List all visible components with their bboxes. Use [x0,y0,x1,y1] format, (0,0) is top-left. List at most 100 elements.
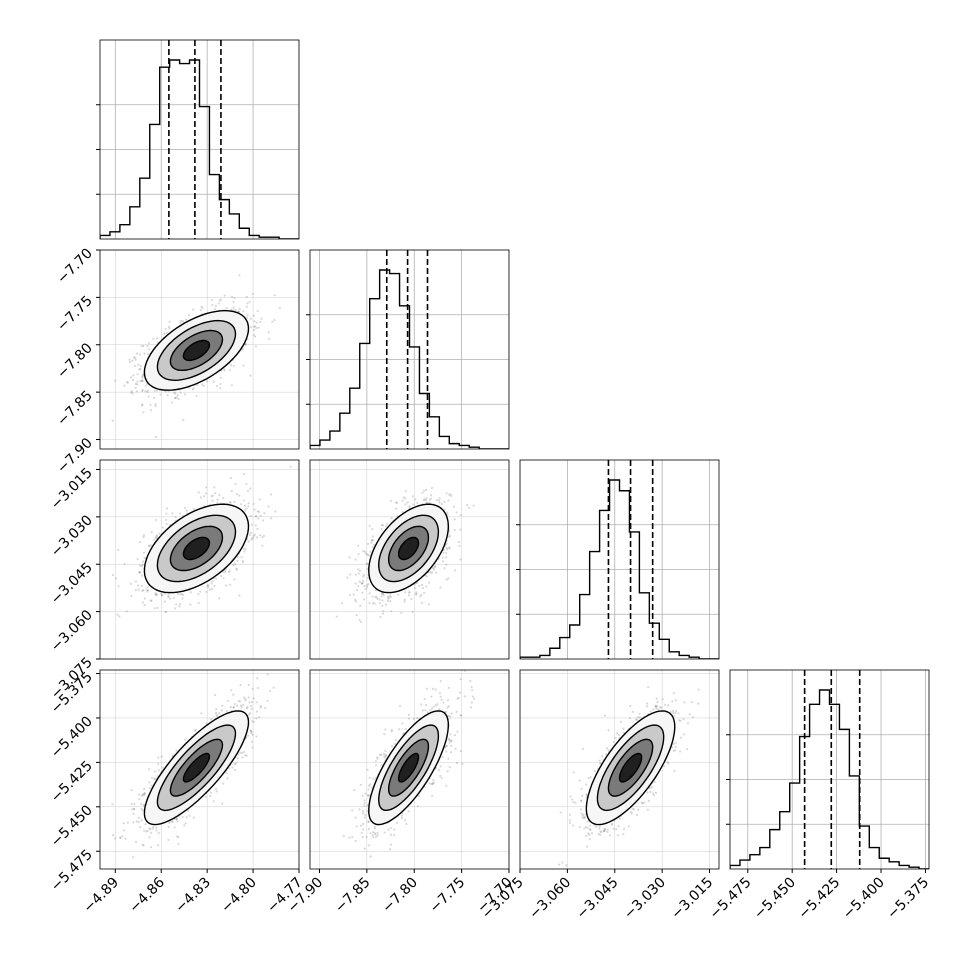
sample-point [254,515,257,518]
sample-point [202,495,206,498]
sample-point [250,531,253,535]
sample-point [167,595,170,598]
sample-point [205,486,208,489]
sample-point [242,364,245,367]
sample-point [252,502,255,505]
sample-point [183,506,187,509]
sample-point [237,310,240,313]
sample-point [432,568,436,571]
sample-point [362,575,365,578]
sample-point [247,505,250,508]
sample-point [400,611,403,614]
sample-point [180,319,183,322]
sample-point [135,390,139,393]
sample-point [114,837,117,840]
panel-2-2 [516,459,720,660]
sample-point [144,384,147,387]
sample-point [251,292,254,295]
sample-point [243,504,247,507]
sample-point [412,503,415,506]
sample-point [371,601,375,605]
sample-point [421,491,424,494]
sample-point [406,501,409,504]
sample-point [335,615,338,618]
sample-point [136,380,139,383]
sample-point [249,374,252,377]
sample-point [256,510,259,513]
sample-point [131,379,135,382]
sample-point [134,382,137,385]
sample-point [141,403,144,406]
sample-point [132,856,135,859]
sample-point [245,316,249,319]
sample-point [184,822,187,825]
sample-point [148,544,151,547]
sample-point [140,404,144,407]
sample-point [352,593,355,596]
sample-point [138,564,142,567]
sample-point [468,506,471,509]
sample-point [188,314,191,317]
sample-point [199,496,202,499]
sample-point [192,387,195,390]
sample-point [274,510,277,513]
sample-point [134,358,137,361]
sample-point [410,597,413,601]
sample-point [189,603,192,606]
sample-point [232,564,235,567]
sample-point [217,302,220,305]
sample-point [234,308,237,312]
sample-point [119,836,122,839]
sample-point [257,517,260,520]
sample-point [371,535,375,538]
sample-point [181,597,184,600]
sample-point [357,553,360,556]
sample-point [357,572,360,575]
sample-point [425,488,428,491]
sample-point [457,540,461,544]
sample-point [154,518,157,522]
sample-point [361,579,365,582]
sample-point [131,392,134,395]
sample-point [123,384,126,387]
sample-point [368,554,371,557]
sample-point [368,592,371,595]
sample-point [129,391,133,394]
sample-point [368,602,371,605]
sample-point [154,405,157,408]
sample-point [270,517,273,520]
sample-point [248,534,251,537]
sample-point [366,577,369,580]
sample-point [395,501,398,504]
sample-point [176,820,179,823]
sample-point [420,593,423,597]
sample-point [241,559,244,562]
sample-point [214,693,217,697]
sample-point [445,551,448,555]
sample-point [246,538,249,541]
sample-point [435,499,438,502]
sample-point [429,497,433,500]
sample-point [253,335,257,338]
sample-point [446,548,449,551]
sample-point [385,603,388,606]
sample-point [167,325,171,328]
sample-point [130,390,133,393]
sample-point [229,364,233,367]
sample-point [369,550,372,553]
sample-point [364,588,367,591]
sample-point [370,539,373,543]
panel-1-0 [96,249,300,450]
sample-point [254,524,257,527]
sample-point [440,502,443,506]
sample-point [459,528,462,531]
sample-point [428,498,431,501]
sample-point [219,376,222,379]
sample-point [271,320,274,323]
sample-point [233,500,236,504]
sample-point [459,558,462,561]
sample-point [441,556,444,559]
sample-point [425,501,428,504]
sample-point [249,729,252,732]
sample-point [136,383,139,386]
